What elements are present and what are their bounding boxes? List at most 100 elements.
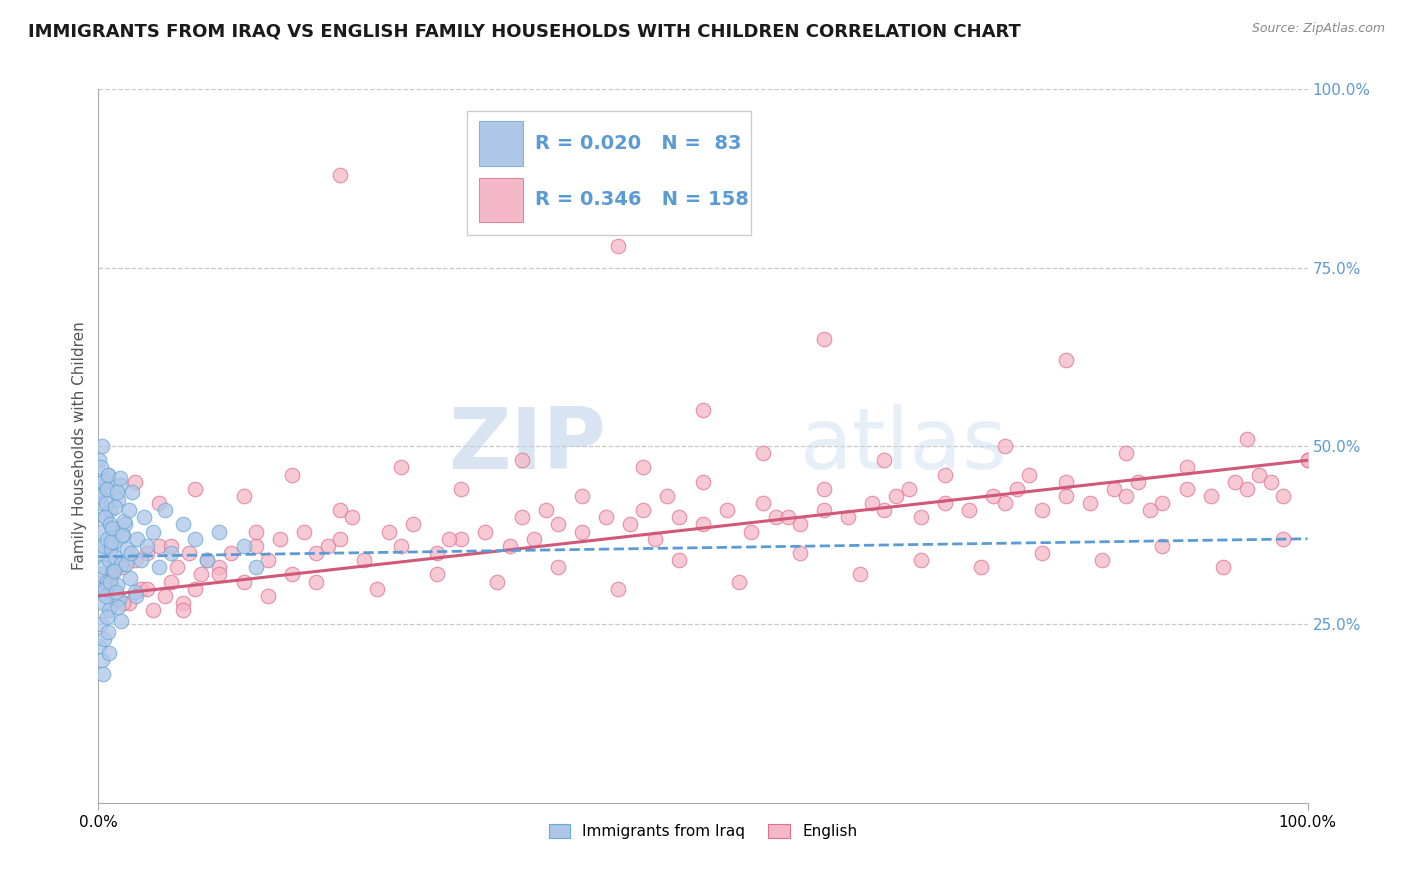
Point bbox=[934, 496, 956, 510]
Point bbox=[103, 564, 125, 578]
Point bbox=[1272, 489, 1295, 503]
Point bbox=[1054, 353, 1077, 368]
Point bbox=[108, 592, 131, 607]
Point bbox=[96, 532, 118, 546]
Point bbox=[105, 578, 128, 592]
Point bbox=[1152, 539, 1174, 553]
Point bbox=[1078, 496, 1101, 510]
Point bbox=[111, 596, 134, 610]
Point bbox=[970, 560, 993, 574]
Point bbox=[93, 632, 115, 646]
Point bbox=[108, 478, 131, 492]
Text: IMMIGRANTS FROM IRAQ VS ENGLISH FAMILY HOUSEHOLDS WITH CHILDREN CORRELATION CHAR: IMMIGRANTS FROM IRAQ VS ENGLISH FAMILY H… bbox=[28, 22, 1021, 40]
Point bbox=[692, 475, 714, 489]
Point bbox=[153, 503, 176, 517]
Point bbox=[692, 403, 714, 417]
Point bbox=[281, 467, 304, 482]
Point bbox=[160, 574, 183, 589]
Point bbox=[93, 560, 115, 574]
Point bbox=[195, 553, 218, 567]
Point bbox=[910, 553, 932, 567]
Point bbox=[716, 503, 738, 517]
Point bbox=[160, 539, 183, 553]
Point bbox=[97, 624, 120, 639]
Point bbox=[1152, 496, 1174, 510]
Point bbox=[329, 532, 352, 546]
Point bbox=[120, 546, 142, 560]
Point bbox=[96, 610, 118, 624]
Point bbox=[148, 496, 170, 510]
Point bbox=[111, 528, 134, 542]
Point bbox=[125, 589, 148, 603]
Point bbox=[957, 503, 980, 517]
FancyBboxPatch shape bbox=[479, 178, 523, 222]
Point bbox=[103, 535, 125, 549]
Point bbox=[292, 524, 315, 539]
Point bbox=[1031, 546, 1053, 560]
Point bbox=[135, 546, 157, 560]
Point bbox=[107, 599, 129, 614]
Point bbox=[534, 503, 557, 517]
Point bbox=[269, 532, 291, 546]
Point bbox=[281, 567, 304, 582]
Point bbox=[486, 574, 509, 589]
Point bbox=[114, 517, 136, 532]
Point bbox=[101, 564, 124, 578]
Point bbox=[232, 574, 254, 589]
Point bbox=[510, 453, 533, 467]
Point bbox=[547, 560, 569, 574]
Point bbox=[87, 453, 110, 467]
Point bbox=[692, 517, 714, 532]
Point bbox=[256, 589, 278, 603]
Point bbox=[124, 475, 146, 489]
Point bbox=[1115, 489, 1137, 503]
Point bbox=[118, 503, 141, 517]
Point bbox=[90, 496, 112, 510]
Point bbox=[93, 539, 115, 553]
Point bbox=[813, 503, 835, 517]
Point bbox=[873, 453, 896, 467]
Text: atlas: atlas bbox=[800, 404, 1008, 488]
Point bbox=[97, 553, 120, 567]
Text: ZIP: ZIP bbox=[449, 404, 606, 488]
Point bbox=[994, 439, 1017, 453]
Point bbox=[329, 168, 352, 182]
Point bbox=[934, 467, 956, 482]
Point bbox=[752, 446, 775, 460]
Point bbox=[1249, 467, 1271, 482]
Point bbox=[1236, 482, 1258, 496]
Point bbox=[208, 567, 231, 582]
Point bbox=[153, 589, 176, 603]
Point bbox=[184, 582, 207, 596]
Point bbox=[547, 517, 569, 532]
Point bbox=[776, 510, 799, 524]
Point bbox=[90, 617, 112, 632]
Point bbox=[498, 539, 520, 553]
Point bbox=[97, 467, 120, 482]
Point bbox=[910, 510, 932, 524]
Point bbox=[93, 574, 115, 589]
Point bbox=[111, 528, 134, 542]
Point bbox=[104, 585, 127, 599]
Point bbox=[607, 239, 630, 253]
Point bbox=[121, 485, 143, 500]
Point bbox=[172, 517, 194, 532]
Point bbox=[98, 517, 121, 532]
Point bbox=[1223, 475, 1246, 489]
Point bbox=[510, 510, 533, 524]
Point bbox=[104, 500, 127, 514]
Legend: Immigrants from Iraq, English: Immigrants from Iraq, English bbox=[543, 818, 863, 845]
Point bbox=[1272, 532, 1295, 546]
Point bbox=[873, 503, 896, 517]
Point bbox=[1128, 475, 1150, 489]
Point bbox=[98, 603, 121, 617]
Point bbox=[789, 517, 811, 532]
Point bbox=[353, 553, 375, 567]
Point bbox=[93, 475, 115, 489]
Point bbox=[1054, 475, 1077, 489]
Point bbox=[245, 539, 267, 553]
Point bbox=[105, 485, 128, 500]
Point bbox=[96, 482, 118, 496]
Point bbox=[90, 653, 112, 667]
Point bbox=[1236, 432, 1258, 446]
